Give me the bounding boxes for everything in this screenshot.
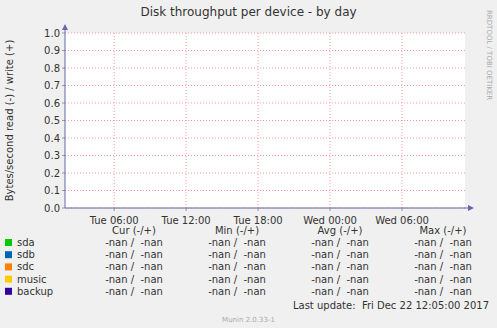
tick-label: 0.8: [44, 63, 60, 74]
x-axis: [65, 208, 470, 209]
legend-label: sda: [17, 237, 35, 248]
legend-value: -nan / -nan: [311, 261, 369, 272]
grid-line: [65, 138, 465, 139]
legend-header: Min (-/+): [215, 225, 259, 236]
legend-value: -nan / -nan: [311, 274, 369, 285]
legend-value: -nan / -nan: [311, 249, 369, 260]
tick-label: 0.7: [44, 80, 60, 91]
tick-label: 0.6: [44, 98, 60, 109]
legend-label: sdc: [17, 261, 34, 272]
tick-label: 0.0: [44, 203, 60, 214]
grid-line: [114, 33, 115, 208]
grid-line: [65, 33, 465, 34]
title: Disk throughput per device - by day: [140, 5, 356, 19]
legend-value: -nan / -nan: [414, 249, 472, 260]
legend-value: -nan / -nan: [208, 286, 266, 297]
legend-value: -nan / -nan: [414, 261, 472, 272]
legend-swatch: [5, 276, 12, 283]
grid-line: [65, 190, 465, 191]
legend-swatch: [5, 251, 12, 258]
legend-header: Max (-/+): [419, 225, 466, 236]
axis-arrow: [62, 24, 68, 30]
grid-line: [402, 33, 403, 208]
legend-value: -nan / -nan: [105, 286, 163, 297]
legend-value: -nan / -nan: [208, 274, 266, 285]
grid-line: [330, 33, 331, 208]
legend-value: -nan / -nan: [105, 237, 163, 248]
legend-value: -nan / -nan: [311, 286, 369, 297]
axis-arrow: [468, 205, 474, 211]
footer: Munin 2.0.33-1: [222, 316, 275, 324]
legend-value: -nan / -nan: [414, 237, 472, 248]
legend-swatch: [5, 288, 12, 295]
legend-value: -nan / -nan: [105, 249, 163, 260]
tick-label: 0.1: [44, 185, 60, 196]
grid-line: [65, 50, 465, 51]
grid-line: [65, 155, 465, 156]
legend-label: sdb: [17, 249, 35, 260]
grid-line: [65, 103, 465, 104]
legend-label: music: [17, 274, 47, 285]
legend-swatch: [5, 263, 12, 270]
tick-label: 0.5: [44, 115, 60, 126]
legend-value: -nan / -nan: [208, 237, 266, 248]
legend-value: -nan / -nan: [414, 286, 472, 297]
tick-label: Tue 12:00: [161, 215, 211, 226]
tick-label: 0.4: [44, 133, 60, 144]
watermark: RRDTOOL / TOBI OETIKER: [485, 10, 493, 100]
legend-value: -nan / -nan: [414, 274, 472, 285]
legend-value: -nan / -nan: [208, 261, 266, 272]
chart: Disk throughput per device - by day Bytes…: [0, 0, 497, 328]
legend-value: -nan / -nan: [311, 237, 369, 248]
last-update: Last update: Fri Dec 22 12:05:00 2017: [293, 300, 489, 311]
y-label: Bytes/second read (-) / write (+): [4, 40, 15, 202]
grid-line: [258, 33, 259, 208]
grid-line: [65, 173, 465, 174]
grid-line: [65, 68, 465, 69]
grid-line: [186, 33, 187, 208]
legend-header: Cur (-/+): [112, 225, 156, 236]
grid-line: [65, 120, 465, 121]
tick-label: 0.2: [44, 168, 60, 179]
tick-label: 0.3: [44, 150, 60, 161]
legend-value: -nan / -nan: [208, 249, 266, 260]
legend-value: -nan / -nan: [105, 261, 163, 272]
y-axis: [65, 28, 66, 208]
plot-area: [65, 33, 465, 208]
legend-label: backup: [17, 286, 53, 297]
grid-line: [65, 85, 465, 86]
legend-swatch: [5, 239, 12, 246]
legend-value: -nan / -nan: [105, 274, 163, 285]
tick-label: 0.9: [44, 45, 60, 56]
legend-header: Avg (-/+): [318, 225, 363, 236]
background: [0, 0, 497, 328]
tick-label: 1.0: [44, 28, 60, 39]
